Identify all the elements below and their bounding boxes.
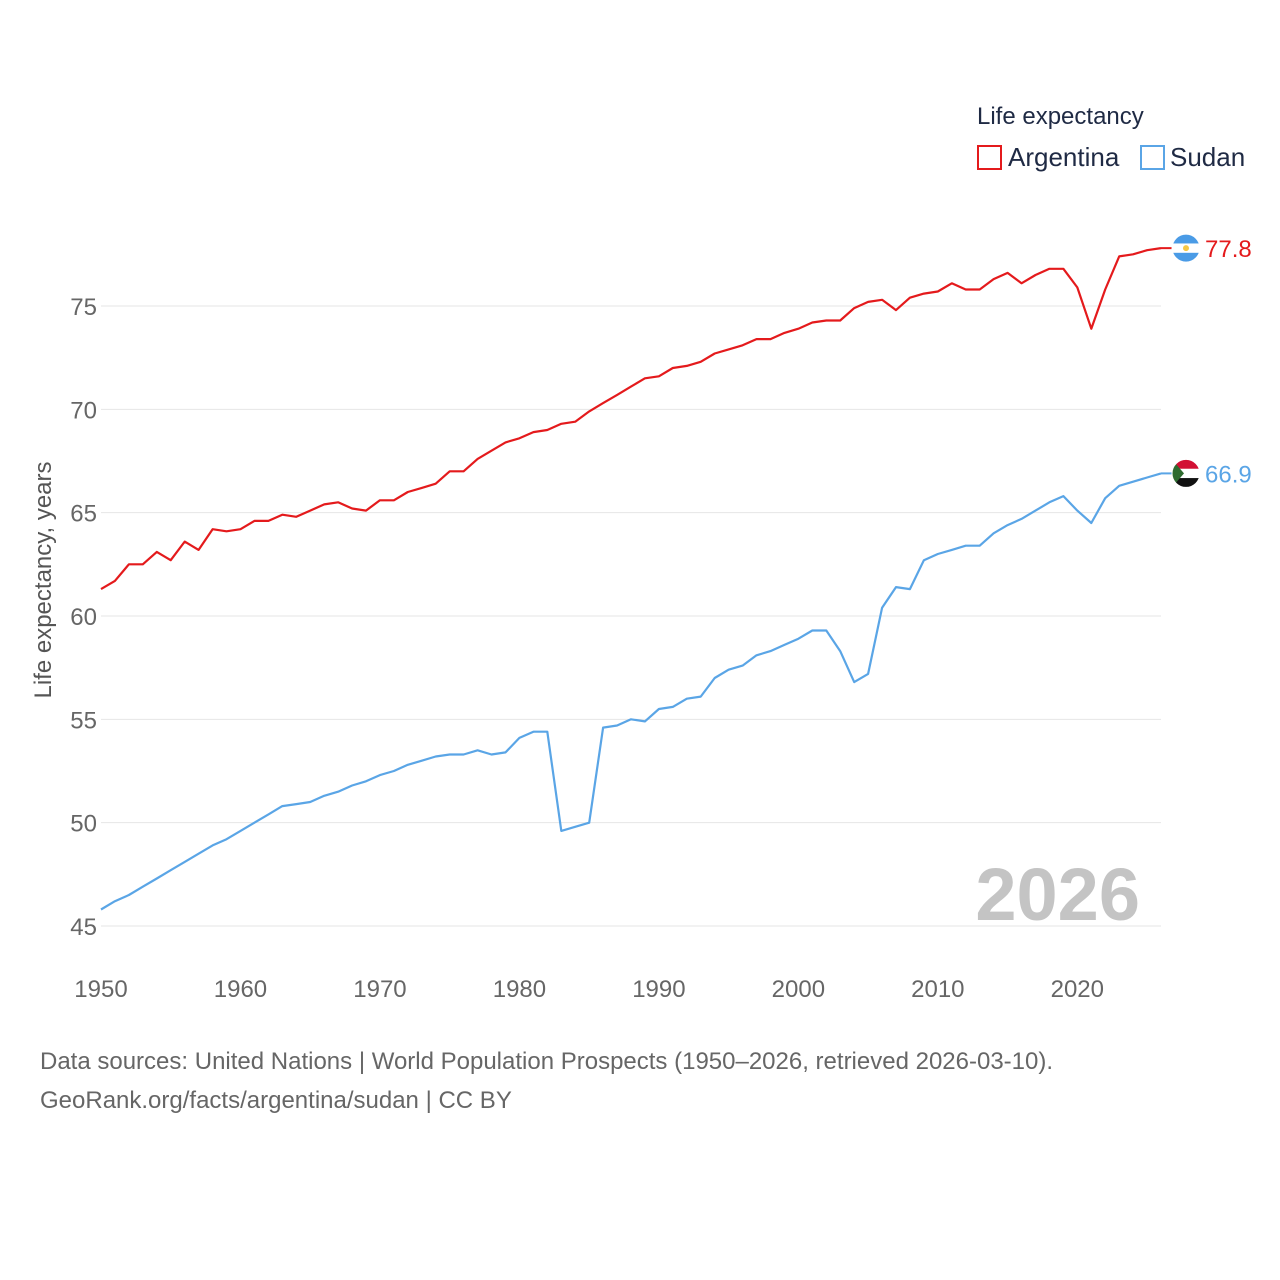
gridlines <box>101 305 1161 927</box>
source-note: Data sources: United Nations | World Pop… <box>40 1042 1053 1120</box>
source-line-attribution[interactable]: GeoRank.org/facts/argentina/sudan | CC B… <box>40 1087 512 1114</box>
x-tick-label-1990: 1990 <box>632 976 685 1003</box>
y-axis-label: Life expectancy, years <box>30 461 57 698</box>
legend-swatch-sudan <box>1140 145 1165 170</box>
series-lines <box>100 247 1162 911</box>
legend-title: Life expectancy <box>977 103 1144 130</box>
y-tick-label-65: 65 <box>70 501 97 528</box>
y-tick-label-55: 55 <box>70 707 97 734</box>
end-value-argentina: 77.8 <box>1205 236 1252 263</box>
x-tick-label-2010: 2010 <box>911 976 964 1003</box>
end-value-sudan: 66.9 <box>1205 461 1252 488</box>
x-axis-ticks: 1950 1960 1970 1980 1990 2000 2010 2020 <box>74 976 1104 1003</box>
legend-item-sudan[interactable]: Sudan <box>1140 142 1245 172</box>
source-line-data: Data sources: United Nations | World Pop… <box>40 1048 1054 1075</box>
y-tick-label-45: 45 <box>70 914 97 941</box>
legend-label-argentina: Argentina <box>1008 142 1120 172</box>
y-axis-ticks: 45 50 55 60 65 70 75 <box>70 294 97 941</box>
current-year-label: 2026 <box>975 853 1140 936</box>
legend-item-argentina[interactable]: Argentina <box>977 142 1120 172</box>
y-tick-label-75: 75 <box>70 294 97 321</box>
legend-swatch-argentina <box>977 145 1002 170</box>
series-line-sudan <box>100 472 1162 911</box>
flag-sudan-icon <box>1171 458 1201 488</box>
series-line-argentina <box>100 247 1162 591</box>
x-tick-label-2000: 2000 <box>772 976 825 1003</box>
y-tick-label-70: 70 <box>70 397 97 424</box>
flag-argentina-icon <box>1171 233 1201 263</box>
y-tick-label-60: 60 <box>70 604 97 631</box>
x-tick-label-1970: 1970 <box>353 976 406 1003</box>
x-tick-label-1960: 1960 <box>214 976 267 1003</box>
y-tick-label-50: 50 <box>70 811 97 838</box>
x-tick-label-1950: 1950 <box>74 976 127 1003</box>
x-tick-label-2020: 2020 <box>1051 976 1104 1003</box>
legend: Life expectancy Argentina Sudan <box>977 103 1245 172</box>
x-tick-label-1980: 1980 <box>493 976 546 1003</box>
legend-label-sudan: Sudan <box>1170 142 1245 172</box>
end-markers: 77.8 66.9 <box>1161 233 1252 488</box>
